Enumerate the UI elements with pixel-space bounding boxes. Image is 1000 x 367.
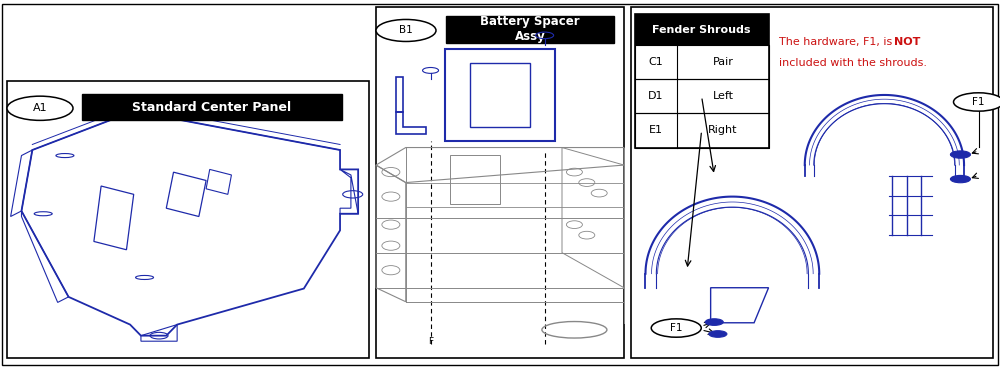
Text: F1: F1 xyxy=(670,323,682,333)
Text: The hardware, F1, is: The hardware, F1, is xyxy=(779,37,896,47)
Circle shape xyxy=(651,319,701,337)
Bar xyxy=(82,94,342,120)
Text: Fender Shrouds: Fender Shrouds xyxy=(652,25,751,34)
Text: A1: A1 xyxy=(33,103,47,113)
Text: D1: D1 xyxy=(648,91,664,101)
Circle shape xyxy=(376,19,436,41)
Bar xyxy=(635,79,769,113)
Text: included with the shrouds.: included with the shrouds. xyxy=(779,58,927,68)
Text: Left: Left xyxy=(713,91,734,101)
Text: C1: C1 xyxy=(649,57,663,67)
Circle shape xyxy=(950,175,970,183)
Bar xyxy=(635,14,769,148)
Bar xyxy=(635,14,769,45)
Circle shape xyxy=(954,93,1000,111)
Bar xyxy=(631,7,993,358)
Bar xyxy=(446,16,614,43)
Text: Battery Spacer
Assy: Battery Spacer Assy xyxy=(480,15,580,43)
Bar xyxy=(635,113,769,148)
Text: NOT: NOT xyxy=(894,37,921,47)
Text: Standard Center Panel: Standard Center Panel xyxy=(132,101,292,114)
Text: F: F xyxy=(428,337,433,346)
Circle shape xyxy=(709,331,727,337)
Circle shape xyxy=(950,151,970,158)
Text: F1: F1 xyxy=(972,97,985,107)
Text: Pair: Pair xyxy=(713,57,733,67)
Text: Right: Right xyxy=(708,126,738,135)
Bar xyxy=(376,7,624,358)
Circle shape xyxy=(705,319,723,326)
Circle shape xyxy=(7,96,73,120)
Text: E1: E1 xyxy=(649,126,663,135)
Text: B1: B1 xyxy=(399,25,413,36)
Bar xyxy=(635,45,769,79)
Bar xyxy=(7,81,369,358)
